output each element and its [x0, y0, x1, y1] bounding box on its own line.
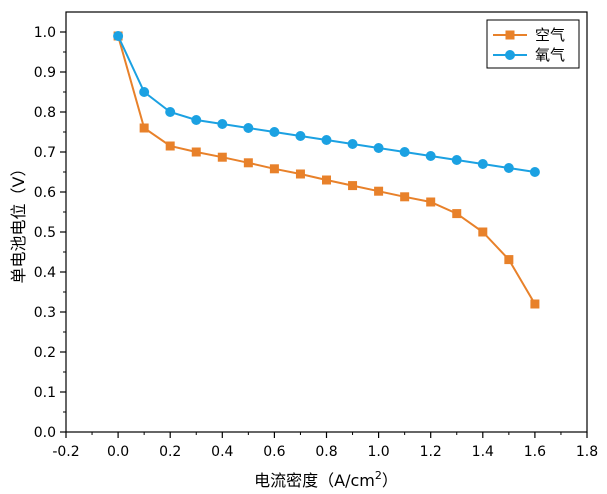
legend-marker [505, 30, 515, 40]
data-point [269, 164, 279, 174]
x-tick-label: 1.8 [576, 444, 598, 460]
y-tick-label: 0.1 [34, 385, 56, 401]
x-tick-label: 1.6 [524, 444, 546, 460]
legend-marker [505, 50, 515, 60]
data-point [478, 227, 488, 237]
data-point [347, 139, 358, 149]
x-tick-label: 1.2 [420, 444, 442, 460]
series-layer [113, 31, 540, 309]
data-point [400, 192, 410, 202]
x-axis-title-superscript: 2 [375, 469, 382, 482]
series-1 [113, 31, 540, 309]
data-point [139, 87, 150, 97]
y-tick-label: 0.8 [34, 105, 56, 121]
y-tick-label: 0.4 [34, 265, 56, 281]
data-point [529, 167, 540, 177]
series-line [117, 35, 536, 173]
x-tick-label: 0.6 [263, 444, 285, 460]
data-point [373, 143, 384, 153]
data-point [399, 147, 410, 157]
y-axis-title: 单电池电位（V） [9, 161, 28, 284]
data-point [530, 299, 540, 309]
data-point [322, 175, 331, 185]
y-tick-label: 0.7 [34, 145, 56, 161]
y-tick-label: 0.2 [34, 345, 56, 361]
plot-area-frame [65, 11, 588, 433]
data-point [243, 158, 253, 168]
x-tick-label: 1.4 [472, 444, 494, 460]
x-tick-label: 1.0 [367, 444, 389, 460]
data-point [321, 135, 332, 145]
data-point [503, 163, 514, 173]
data-point [165, 107, 176, 117]
data-point [191, 115, 202, 125]
x-tick-label: 0.2 [159, 444, 181, 460]
legend-box [486, 19, 580, 69]
data-point [165, 141, 175, 151]
data-point [295, 131, 306, 141]
x-tick-label: -0.2 [52, 444, 79, 460]
y-tick-label: 0.5 [34, 225, 56, 241]
data-point [374, 186, 384, 196]
data-point [426, 197, 436, 207]
data-point [113, 31, 124, 41]
x-tick-label: 0.0 [107, 444, 129, 460]
data-point [217, 152, 227, 162]
data-point [348, 181, 358, 191]
data-point [217, 119, 228, 129]
series-line [117, 35, 536, 305]
y-tick-label: 0.3 [34, 305, 56, 321]
data-point [504, 255, 514, 265]
x-axis-title: 电流密度（A/cm2） [254, 469, 398, 490]
y-tick-label: 0.0 [34, 425, 56, 441]
legend-label: 氧气 [535, 46, 565, 64]
data-point [452, 209, 462, 219]
y-tick-label: 1.0 [34, 25, 56, 41]
data-point [295, 169, 305, 179]
data-point [477, 159, 488, 169]
x-tick-label: 0.8 [315, 444, 337, 460]
data-point [191, 147, 201, 157]
data-point [139, 123, 149, 133]
data-point [425, 151, 436, 161]
data-point [451, 155, 462, 165]
x-tick-label: 0.4 [211, 444, 233, 460]
data-point [269, 127, 280, 137]
y-axis: 0.0 0.1 0.2 0.3 0.4 0.5 0.6 0.7 0.8 0.9 1.0 [34, 25, 66, 441]
legend-label: 空气 [535, 26, 565, 44]
y-tick-label: 0.9 [34, 65, 56, 81]
y-tick-label: 0.6 [34, 185, 56, 201]
data-point [243, 123, 254, 133]
x-axis: -0.2 0.0 0.2 0.4 0.6 0.8 1.0 1.2 1.4 1.6 1.8 [52, 432, 598, 460]
series-2 [113, 31, 540, 177]
